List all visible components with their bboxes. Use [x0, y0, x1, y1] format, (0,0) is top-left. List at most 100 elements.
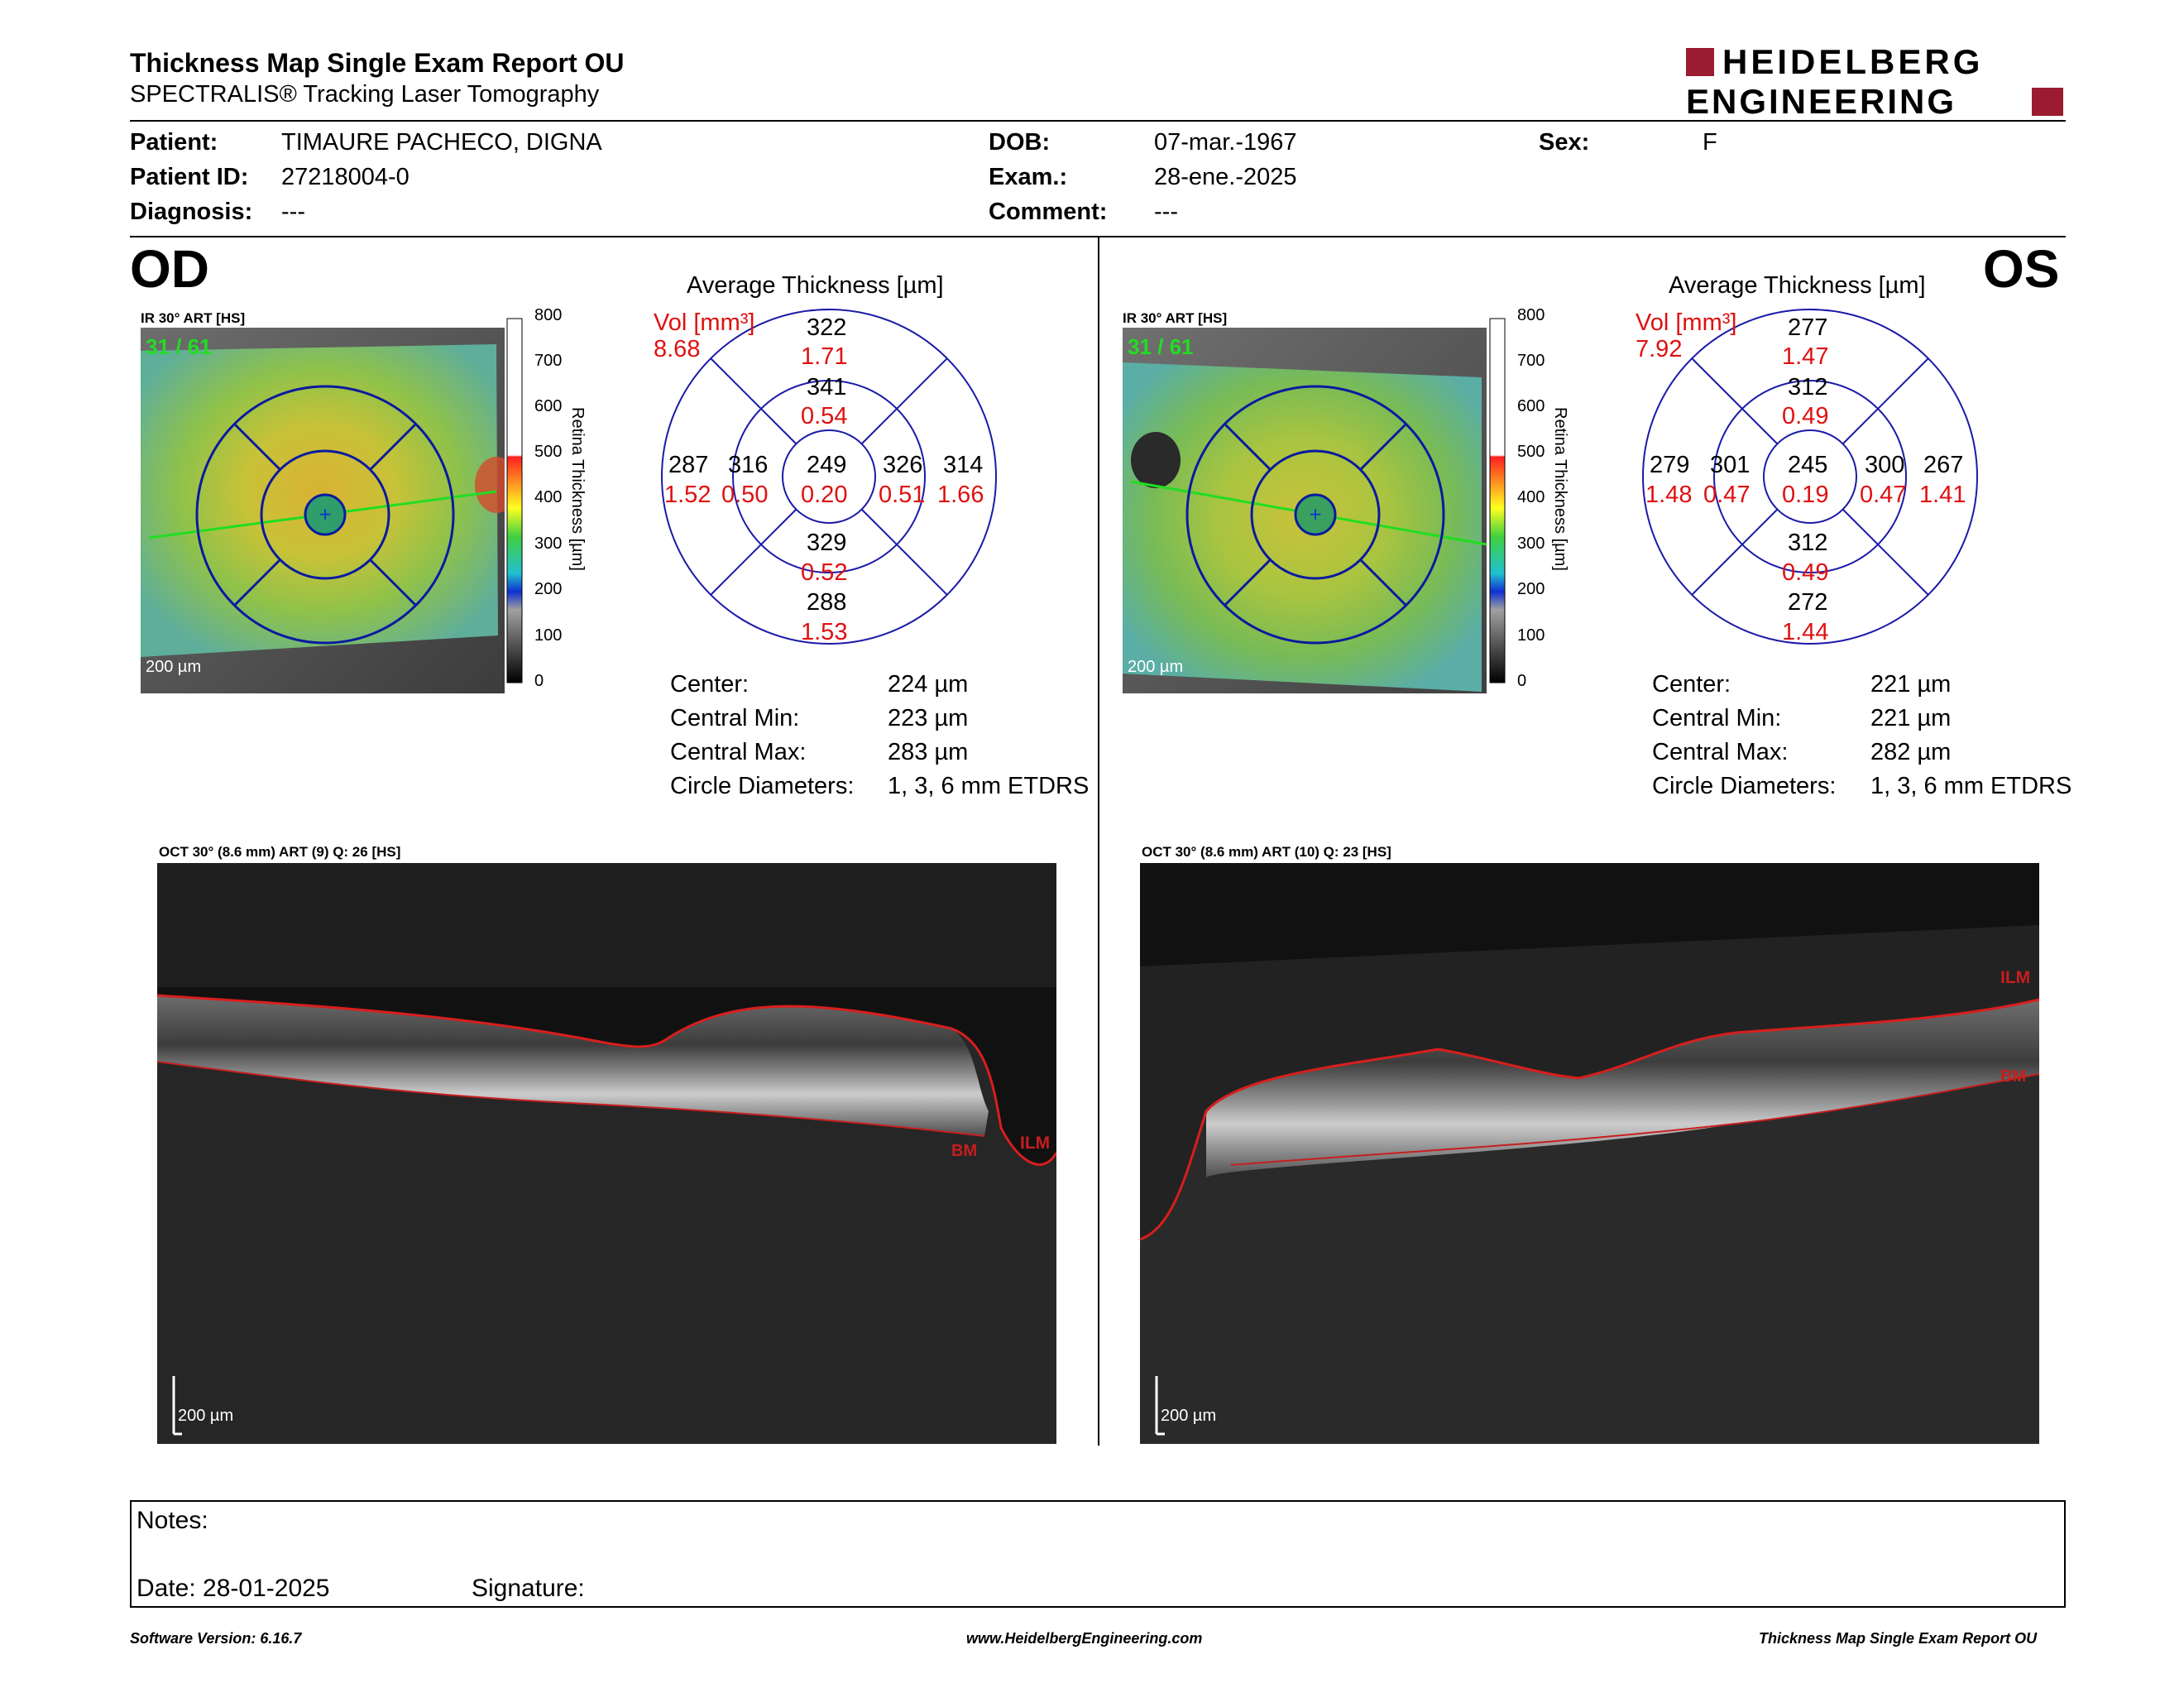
os-inner-left-thickness: 301: [1710, 452, 1751, 478]
footer-software-version: Software Version: 6.16.7: [130, 1630, 302, 1647]
od-colorbar-tick: 200: [534, 580, 563, 598]
od-colorbar-tick: 400: [534, 488, 563, 506]
od-colorbar-tick: 0: [534, 672, 544, 690]
os-ilm-label: ILM: [2000, 968, 2031, 987]
os-thickness-map: +: [1123, 328, 1487, 693]
os-central-max-value: 282 µm: [1870, 739, 1952, 765]
patient-divider: [130, 236, 2066, 237]
od-oct-scale: 200 µm: [178, 1407, 234, 1425]
signature-label: Signature:: [472, 1575, 585, 1602]
os-colorbar-tick: 0: [1517, 672, 1527, 690]
od-outer-left-vol: 1.52: [664, 482, 711, 508]
os-colorbar-tick: 600: [1517, 397, 1545, 415]
os-center-value: 221 µm: [1870, 671, 1952, 698]
sex-label: Sex:: [1539, 129, 1590, 156]
os-center-label: Center:: [1652, 671, 1731, 698]
os-outer-sup-vol: 1.47: [1782, 343, 1829, 370]
os-colorbar-tick: 500: [1517, 443, 1545, 461]
od-colorbar: [506, 318, 523, 683]
patient-id-label: Patient ID:: [130, 164, 249, 190]
os-colorbar-tick: 400: [1517, 488, 1545, 506]
od-colorbar-title: Retina Thickness [µm]: [568, 407, 587, 571]
od-center-value: 224 µm: [888, 671, 969, 698]
os-outer-left-thickness: 279: [1650, 452, 1690, 478]
os-outer-right-vol: 1.41: [1919, 482, 1966, 508]
od-outer-right-vol: 1.66: [937, 482, 984, 508]
od-etdrs-middle-circle: [260, 449, 390, 580]
os-colorbar-tick: 800: [1517, 306, 1545, 324]
od-central-max-label: Central Max:: [670, 739, 807, 765]
center-divider: [1098, 237, 1099, 1446]
od-avg-title: Average Thickness [µm]: [687, 272, 944, 299]
od-outer-right-thickness: 314: [943, 452, 984, 478]
os-eye-label: OS: [1983, 239, 2060, 299]
header-divider: [130, 120, 2066, 122]
od-inner-inf-thickness: 329: [807, 530, 847, 556]
footer-website: www.HeidelbergEngineering.com: [966, 1630, 1203, 1647]
os-inner-sup-vol: 0.49: [1782, 403, 1829, 429]
report-title: Thickness Map Single Exam Report OU: [130, 48, 625, 78]
od-frame-counter: 31 / 61: [146, 334, 212, 359]
os-outer-sup-thickness: 277: [1788, 314, 1828, 341]
exam-label: Exam.:: [989, 164, 1068, 190]
od-outer-left-thickness: 287: [668, 452, 709, 478]
od-oct-label: OCT 30° (8.6 mm) ART (9) Q: 26 [HS]: [159, 844, 401, 860]
exam-value: 28-ene.-2025: [1154, 164, 1297, 190]
od-circle-diam-label: Circle Diameters:: [670, 773, 855, 799]
dob-label: DOB:: [989, 129, 1051, 156]
od-vol-value: 8.68: [654, 336, 701, 362]
svg-text:+: +: [1309, 504, 1323, 524]
od-outer-sup-thickness: 322: [807, 314, 847, 341]
os-circle-diam-value: 1, 3, 6 mm ETDRS: [1870, 773, 2072, 799]
os-vol-label: Vol [mm³]: [1636, 309, 1737, 336]
od-circle-diam-value: 1, 3, 6 mm ETDRS: [888, 773, 1090, 799]
od-central-min-value: 223 µm: [888, 705, 969, 731]
dob-value: 07-mar.-1967: [1154, 129, 1297, 156]
od-center-vol: 0.20: [801, 482, 848, 508]
os-inner-sup-thickness: 312: [1788, 374, 1828, 400]
od-colorbar-tick: 600: [534, 397, 563, 415]
os-colorbar-tick: 200: [1517, 580, 1545, 598]
os-colorbar-title: Retina Thickness [µm]: [1551, 407, 1569, 571]
diagnosis-label: Diagnosis:: [130, 199, 253, 225]
os-outer-inf-thickness: 272: [1788, 589, 1828, 616]
logo-square-top: [1686, 48, 1714, 76]
report-subtitle: SPECTRALIS® Tracking Laser Tomography: [130, 81, 600, 108]
logo-square-bottom: [2032, 88, 2063, 116]
od-outer-inf-thickness: 288: [807, 589, 847, 616]
os-colorbar: [1489, 318, 1506, 683]
os-inner-inf-thickness: 312: [1788, 530, 1828, 556]
od-inner-inf-vol: 0.52: [801, 559, 848, 586]
os-vol-value: 7.92: [1636, 336, 1683, 362]
os-circle-diam-label: Circle Diameters:: [1652, 773, 1837, 799]
os-bm-label: BM: [2000, 1067, 2027, 1086]
sex-value: F: [1703, 129, 1717, 156]
comment-label: Comment:: [989, 199, 1108, 225]
od-vol-label: Vol [mm³]: [654, 309, 755, 336]
od-optic-disc: [475, 457, 505, 513]
os-oct-scale: 200 µm: [1161, 1407, 1217, 1425]
os-oct-label: OCT 30° (8.6 mm) ART (10) Q: 23 [HS]: [1142, 844, 1391, 860]
os-colorbar-tick: 300: [1517, 535, 1545, 553]
od-colorbar-tick: 800: [534, 306, 563, 324]
os-central-min-value: 221 µm: [1870, 705, 1952, 731]
patient-id-value: 27218004-0: [281, 164, 410, 190]
od-etdrs-inner-circle: [304, 493, 347, 536]
os-oct-bscan: [1140, 863, 2039, 1444]
os-inner-right-vol: 0.47: [1860, 482, 1907, 508]
od-central-min-label: Central Min:: [670, 705, 800, 731]
os-outer-inf-vol: 1.44: [1782, 619, 1829, 645]
os-center-vol: 0.19: [1782, 482, 1829, 508]
od-eye-label: OD: [130, 239, 209, 299]
od-ir-label: IR 30° ART [HS]: [141, 310, 246, 326]
od-thickness-map: +: [141, 328, 505, 693]
od-center-thickness: 249: [807, 452, 847, 478]
od-outer-sup-vol: 1.71: [801, 343, 848, 370]
os-outer-right-thickness: 267: [1923, 452, 1964, 478]
os-center-thickness: 245: [1788, 452, 1828, 478]
od-ilm-label: ILM: [1020, 1134, 1051, 1153]
os-avg-title: Average Thickness [µm]: [1669, 272, 1926, 299]
od-colorbar-tick: 500: [534, 443, 563, 461]
od-colorbar-tick: 100: [534, 626, 563, 645]
os-colorbar-tick: 100: [1517, 626, 1545, 645]
